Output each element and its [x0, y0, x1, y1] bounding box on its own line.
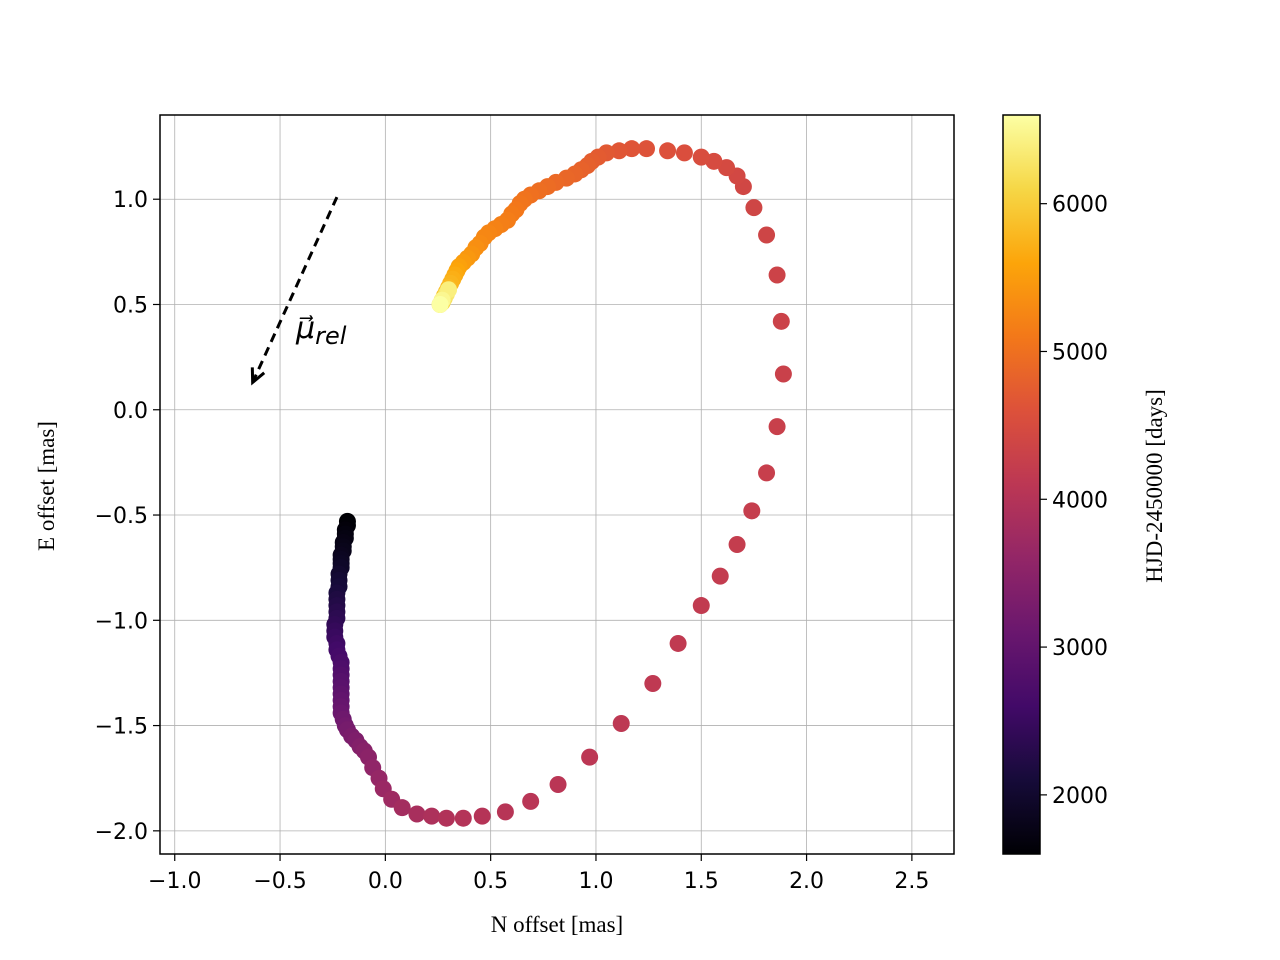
x-tick-label: 2.0	[789, 869, 824, 894]
proper-motion-annotation: μ⃗rel	[250, 196, 347, 386]
x-tick-label: 1.0	[578, 869, 613, 894]
scatter-point	[669, 634, 687, 652]
proper-motion-arrowhead	[250, 367, 266, 386]
scatter-point	[768, 266, 786, 284]
x-tick-label: 0.0	[368, 869, 403, 894]
scatter-point	[743, 502, 761, 520]
scatter-point	[437, 809, 455, 827]
scatter-point	[431, 295, 449, 313]
scatter-point	[522, 792, 540, 810]
scatter-point	[692, 597, 710, 615]
colorbar	[1002, 114, 1041, 855]
scatter-point	[549, 776, 567, 794]
colorbar-tick-label: 6000	[1052, 193, 1108, 218]
x-tick-label: 2.5	[894, 869, 929, 894]
scatter-point	[745, 199, 763, 217]
scatter-point	[758, 226, 776, 244]
proper-motion-symbol: μ⃗	[295, 311, 315, 346]
plot-frame	[159, 114, 955, 855]
x-tick-label: −1.0	[148, 869, 201, 894]
colorbar-tick-label: 3000	[1052, 636, 1108, 661]
scatter-point	[473, 807, 491, 825]
y-tick-label: −1.0	[95, 609, 148, 634]
colorbar-tick-label: 2000	[1052, 784, 1108, 809]
scatter-point	[408, 805, 426, 823]
proper-motion-label: μ⃗rel	[295, 311, 347, 350]
y-tick-label: 0.5	[113, 293, 148, 318]
x-tick-label: 1.5	[684, 869, 719, 894]
scatter-point	[610, 142, 628, 160]
scatter-point	[772, 312, 790, 330]
plot-area	[160, 115, 954, 854]
x-axis-label: N offset [mas]	[491, 912, 623, 937]
colorbar-tick-label: 5000	[1052, 340, 1108, 365]
scatter-point	[423, 807, 441, 825]
scatter-point	[644, 674, 662, 692]
scatter-point	[612, 714, 630, 732]
y-axis-label: E offset [mas]	[34, 421, 59, 551]
scatter-point	[758, 464, 776, 482]
scatter-point	[718, 159, 736, 177]
scatter-point	[638, 140, 656, 158]
colorbar-ticks: 2000 3000 4000 5000 6000	[1040, 193, 1108, 809]
y-tick-label: −1.5	[95, 715, 148, 740]
scatter-point	[496, 803, 514, 821]
scatter-point	[711, 567, 729, 585]
colorbar-label: HJD-2450000 [days]	[1142, 389, 1167, 583]
scatter-point	[728, 536, 746, 554]
scatter-point	[692, 148, 710, 166]
scatter-point	[393, 799, 411, 817]
scatter-points	[326, 140, 792, 827]
scatter-point	[768, 418, 786, 436]
scatter-point	[454, 809, 472, 827]
proper-motion-arrow	[251, 196, 339, 384]
x-tick-label: 0.5	[473, 869, 508, 894]
scatter-point	[675, 144, 693, 162]
scatter-point	[623, 140, 641, 158]
scatter-point	[659, 142, 677, 160]
grid	[160, 115, 954, 854]
x-tick-label: −0.5	[253, 869, 306, 894]
scatter-point	[581, 748, 599, 766]
colorbar-tick-label: 4000	[1052, 488, 1108, 513]
y-tick-label: −0.5	[95, 504, 148, 529]
y-tick-label: 1.0	[113, 188, 148, 213]
y-tick-label: −2.0	[95, 820, 148, 845]
scatter-point	[774, 365, 792, 383]
y-tick-label: 0.0	[113, 399, 148, 424]
axis-ticks: −1.0 −0.5 0.0 0.5 1.0 1.5 2.0 2.5 −2.0 −1.5 −1.0 −0…	[95, 188, 930, 894]
proper-motion-subscript: rel	[315, 322, 347, 350]
